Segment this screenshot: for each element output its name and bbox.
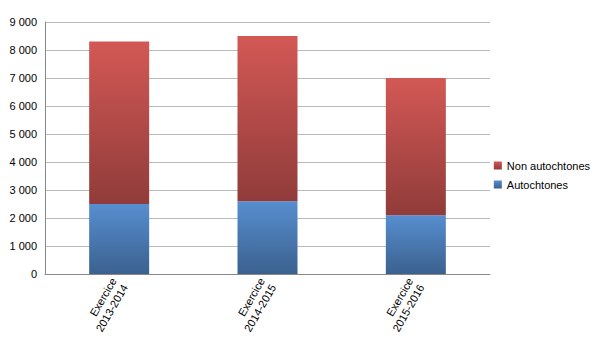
svg-text:1 000: 1 000	[9, 240, 37, 252]
svg-text:Exercice: Exercice	[87, 275, 119, 319]
svg-text:Exercice: Exercice	[383, 275, 416, 319]
svg-text:0: 0	[31, 268, 37, 280]
svg-text:3 000: 3 000	[9, 184, 37, 196]
svg-text:2013-2014: 2013-2014	[93, 282, 130, 333]
svg-text:Non autochtones: Non autochtones	[507, 160, 591, 172]
svg-text:Autochtones: Autochtones	[507, 179, 569, 191]
svg-text:6 000: 6 000	[9, 100, 37, 112]
svg-text:5 000: 5 000	[9, 128, 37, 140]
svg-text:7 000: 7 000	[9, 72, 37, 84]
svg-text:9 000: 9 000	[9, 16, 37, 28]
svg-text:2 000: 2 000	[9, 212, 37, 224]
svg-text:Exercice: Exercice	[235, 275, 268, 319]
svg-text:2014-2015: 2014-2015	[242, 282, 279, 333]
svg-text:4 000: 4 000	[9, 156, 37, 168]
svg-text:8 000: 8 000	[9, 44, 37, 56]
svg-text:2015-2016: 2015-2016	[390, 282, 427, 333]
